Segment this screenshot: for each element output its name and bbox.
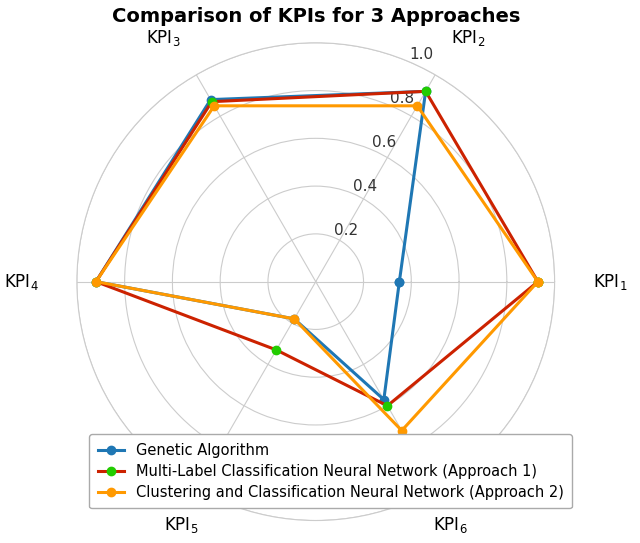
Text: KPI$_3$: KPI$_3$ [147,28,180,48]
Genetic Algorithm [92,279,100,285]
Multi-Label Classification Neural Network (Approach 1) [534,279,541,285]
Genetic Algorithm [207,96,214,103]
Clustering and Classification Neural Network (Approach 2) [534,279,541,285]
Line: Genetic Algorithm: Genetic Algorithm [92,87,430,404]
Clustering and Classification Neural Network (Approach 2) [398,427,406,434]
Legend: Genetic Algorithm, Multi-Label Classification Neural Network (Approach 1), Clust: Genetic Algorithm, Multi-Label Classific… [89,434,572,508]
Text: KPI$_5$: KPI$_5$ [164,515,198,535]
Clustering and Classification Neural Network (Approach 2) [92,279,100,285]
Text: KPI$_1$: KPI$_1$ [593,272,627,292]
Clustering and Classification Neural Network (Approach 2) [413,103,421,109]
Clustering and Classification Neural Network (Approach 2) [291,315,298,322]
Text: KPI$_6$: KPI$_6$ [433,515,468,535]
Multi-Label Classification Neural Network (Approach 1) [383,402,391,409]
Genetic Algorithm [396,279,403,285]
Multi-Label Classification Neural Network (Approach 1) [92,279,100,285]
Multi-Label Classification Neural Network (Approach 1) [208,98,216,105]
Clustering and Classification Neural Network (Approach 2) [211,103,218,109]
Genetic Algorithm [380,396,388,403]
Text: KPI$_4$: KPI$_4$ [4,272,38,292]
Title: Comparison of KPIs for 3 Approaches: Comparison of KPIs for 3 Approaches [111,7,520,26]
Line: Clustering and Classification Neural Network (Approach 2): Clustering and Classification Neural Net… [92,102,542,435]
Genetic Algorithm [422,88,429,94]
Multi-Label Classification Neural Network (Approach 1) [273,346,280,353]
Text: KPI$_2$: KPI$_2$ [451,28,485,48]
Multi-Label Classification Neural Network (Approach 1) [422,88,429,94]
Clustering and Classification Neural Network (Approach 2) [534,279,541,285]
Multi-Label Classification Neural Network (Approach 1) [534,279,541,285]
Line: Multi-Label Classification Neural Network (Approach 1): Multi-Label Classification Neural Networ… [92,87,542,410]
Genetic Algorithm [291,315,298,322]
Genetic Algorithm [396,279,403,285]
